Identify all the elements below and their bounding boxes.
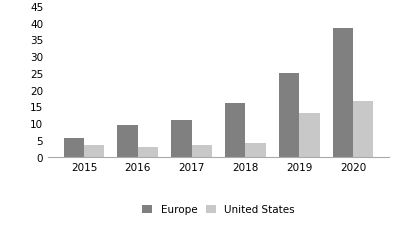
Bar <box>353 102 373 157</box>
Bar <box>192 145 212 157</box>
Bar <box>117 125 138 157</box>
Legend: Europe, United States: Europe, United States <box>142 204 295 214</box>
Bar <box>279 74 299 157</box>
Bar <box>64 139 84 157</box>
Bar <box>245 144 266 157</box>
Bar <box>332 29 353 157</box>
Bar <box>171 120 192 157</box>
Bar <box>84 145 105 157</box>
Bar <box>225 104 245 157</box>
Bar <box>138 147 158 157</box>
Bar <box>299 114 320 157</box>
